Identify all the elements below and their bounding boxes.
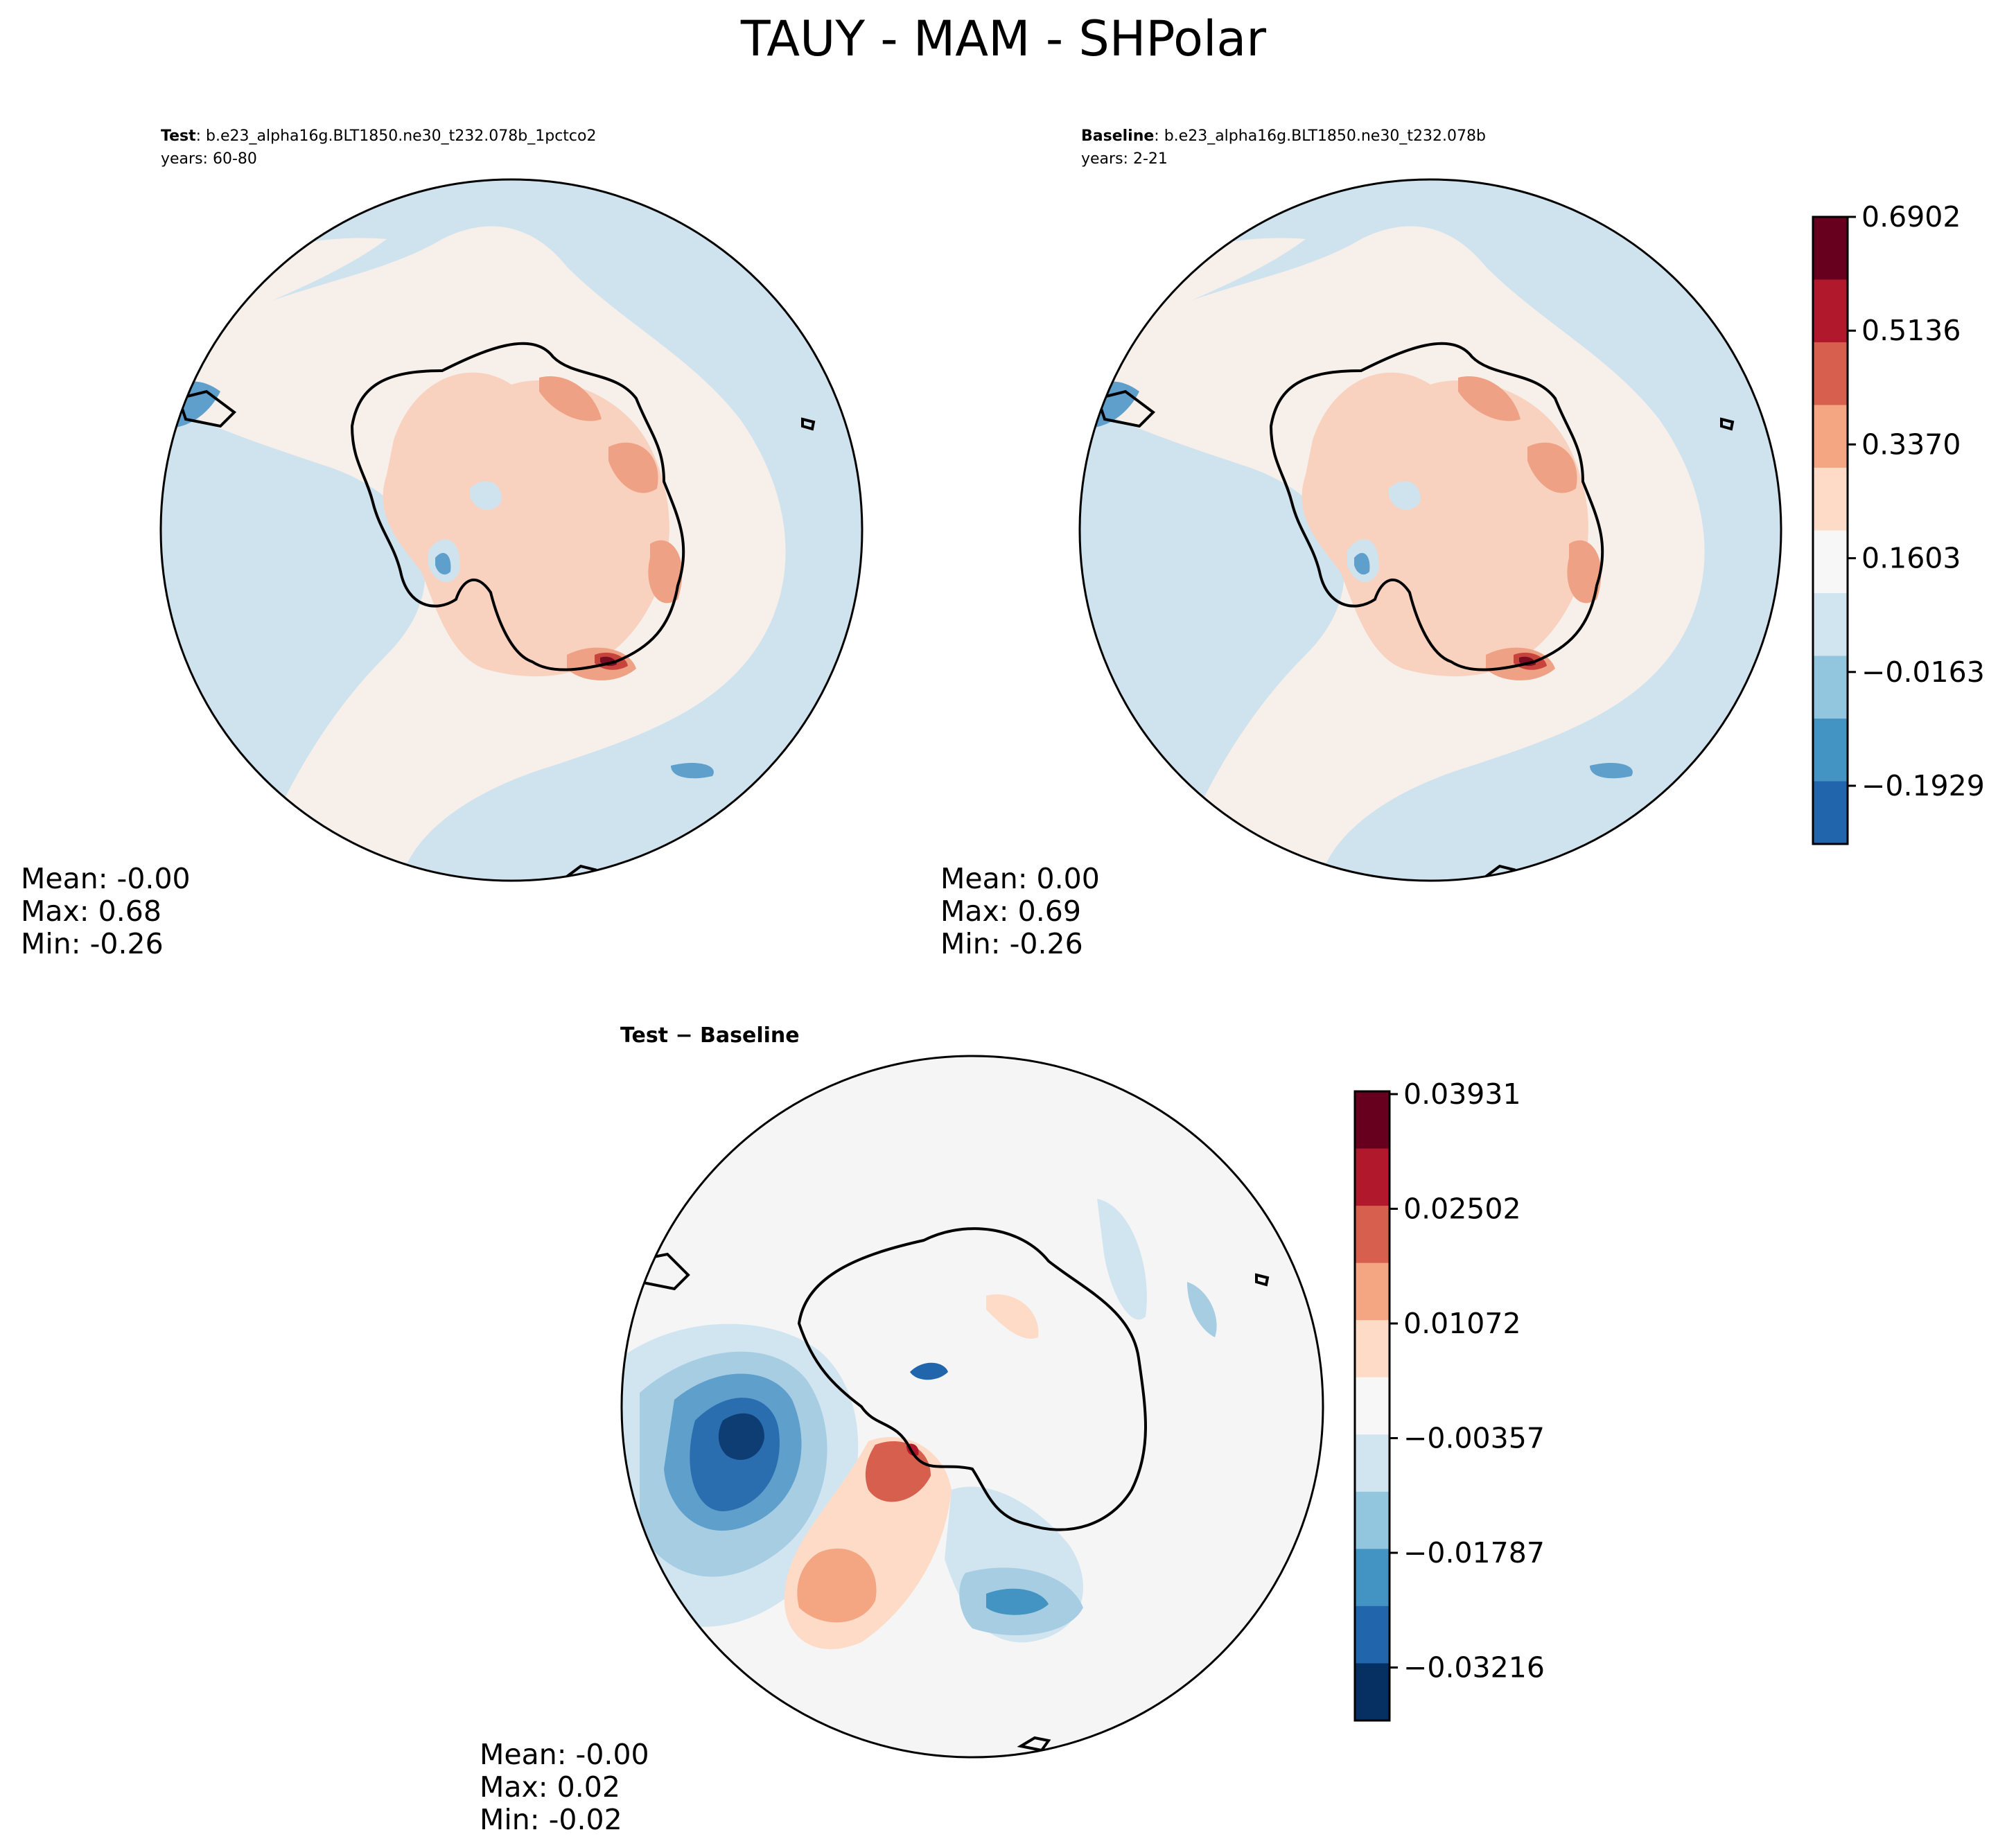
- colorbar-diff-segment: [1355, 1377, 1390, 1435]
- panel-test-years: years: 60-80: [161, 150, 257, 168]
- colorbar-diff-segment: [1355, 1663, 1390, 1721]
- colorbar-diff-segment: [1355, 1434, 1390, 1493]
- panel-baseline-max: Max: 0.69: [940, 895, 1081, 928]
- colorbar-diff-tick-label: −0.01787: [1403, 1536, 1545, 1569]
- panel-baseline: Baseline: b.e23_alpha16g.BLT1850.ne30_t2…: [940, 127, 1782, 960]
- figure-title: TAUY - MAM - SHPolar: [740, 10, 1266, 67]
- colorbar-diff-segment: [1355, 1148, 1390, 1206]
- panel-test-case: : b.e23_alpha16g.BLT1850.ne30_t232.078b_…: [196, 127, 597, 145]
- panel-test-bold: Test: [161, 127, 196, 145]
- colorbar-main-tick-label: 0.1603: [1861, 542, 1961, 575]
- panel-baseline-label: Baseline: b.e23_alpha16g.BLT1850.ne30_t2…: [1081, 127, 1486, 145]
- panel-test-min: Min: -0.26: [21, 927, 164, 960]
- colorbar-main-segment: [1813, 781, 1848, 845]
- colorbar-main-tick-label: −0.1929: [1861, 769, 1985, 802]
- colorbar-diff-segment: [1355, 1491, 1390, 1549]
- colorbar-diff-tick-label: −0.00357: [1403, 1422, 1545, 1455]
- colorbar-diff-border: [1353, 1090, 1391, 1722]
- map-baseline: [1080, 179, 1781, 881]
- colorbar-main-segment: [1813, 279, 1848, 343]
- panel-diff-mean: Mean: -0.00: [480, 1738, 649, 1771]
- colorbar-main-tick-label: −0.0163: [1861, 655, 1985, 689]
- panel-test-max: Max: 0.68: [21, 895, 161, 928]
- colorbar-diff-tick-label: −0.03216: [1403, 1651, 1545, 1684]
- colorbar-diff-segment: [1355, 1262, 1390, 1321]
- colorbar-main-segment: [1813, 719, 1848, 782]
- colorbar-main-tick-label: 0.3370: [1861, 428, 1961, 461]
- panel-baseline-mean: Mean: 0.00: [940, 862, 1100, 895]
- panel-test-mean: Mean: -0.00: [21, 862, 191, 895]
- colorbar-main-segment: [1813, 530, 1848, 594]
- colorbar-main-border: [1812, 215, 1849, 845]
- colorbar-diff-segment: [1355, 1605, 1390, 1664]
- panel-test-label: Test: b.e23_alpha16g.BLT1850.ne30_t232.0…: [161, 127, 596, 145]
- panel-test: Test: b.e23_alpha16g.BLT1850.ne30_t232.0…: [21, 127, 864, 960]
- colorbar-diff: 0.03931 0.02502 0.01072 −0.00357 −0.01787 −0.…: [1353, 1077, 1545, 1722]
- colorbar-diff-segment: [1355, 1320, 1390, 1378]
- map-diff: [622, 1056, 1323, 1757]
- panel-diff-label: Test − Baseline: [620, 1023, 800, 1048]
- colorbar-diff-segment: [1355, 1549, 1390, 1607]
- colorbar-main: 0.6902 0.5136 0.3370 0.1603 −0.0163 −0.1929: [1812, 200, 1985, 845]
- colorbar-diff-tick-label: 0.01072: [1403, 1307, 1521, 1340]
- panel-baseline-years: years: 2-21: [1081, 150, 1168, 168]
- map-test: [161, 179, 862, 881]
- panel-baseline-bold: Baseline: [1081, 127, 1154, 145]
- colorbar-diff-segment: [1355, 1091, 1390, 1150]
- colorbar-diff-segment: [1355, 1206, 1390, 1264]
- panel-baseline-case: : b.e23_alpha16g.BLT1850.ne30_t232.078b: [1154, 127, 1486, 145]
- panel-diff-min: Min: -0.02: [480, 1803, 622, 1836]
- colorbar-main-tick-label: 0.6902: [1861, 200, 1961, 234]
- panel-diff-max: Max: 0.02: [480, 1770, 620, 1804]
- map-baseline-border: [1078, 178, 1782, 882]
- panel-diff: Test − Baseline Mean: -0.00 Max: 0.02 Mi…: [480, 1023, 1324, 1836]
- colorbar-main-segment: [1813, 217, 1848, 280]
- colorbar-diff-tick-label: 0.03931: [1403, 1077, 1521, 1111]
- map-test-border: [159, 178, 864, 882]
- colorbar-main-segment: [1813, 405, 1848, 468]
- colorbar-main-segment: [1813, 468, 1848, 531]
- colorbar-main-segment: [1813, 593, 1848, 656]
- colorbar-main-segment: [1813, 655, 1848, 719]
- colorbar-main-segment: [1813, 342, 1848, 405]
- colorbar-diff-tick-label: 0.02502: [1403, 1193, 1521, 1226]
- colorbar-main-tick-label: 0.5136: [1861, 314, 1961, 347]
- panel-baseline-min: Min: -0.26: [940, 927, 1083, 960]
- map-diff-border: [620, 1055, 1324, 1759]
